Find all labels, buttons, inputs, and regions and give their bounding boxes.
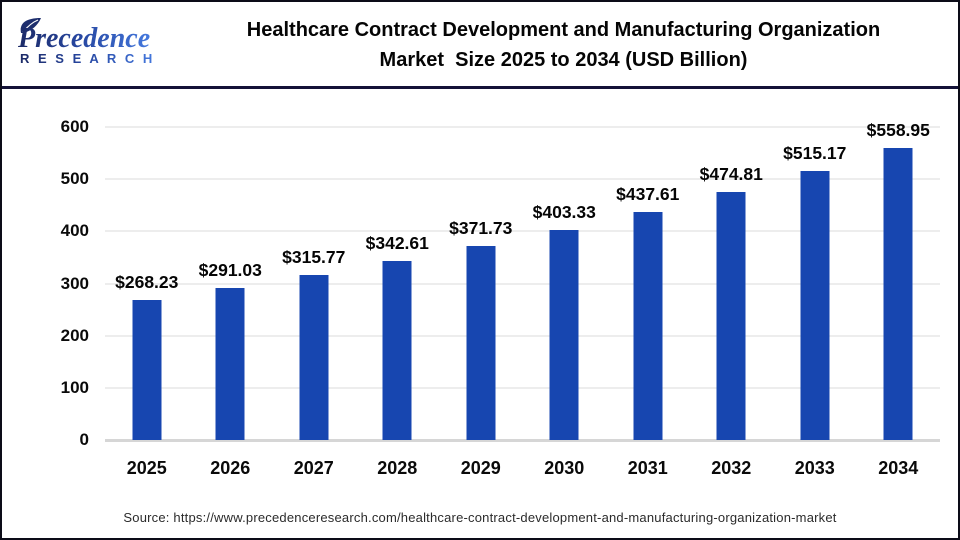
bar-value-label: $315.77	[282, 247, 346, 268]
logo-sub-text: R E S E A R C H	[20, 51, 155, 66]
x-tick-label: 2032	[711, 458, 752, 478]
x-tick-label: 2029	[460, 458, 501, 478]
bar-column: $558.95	[857, 120, 941, 440]
chart-area: $268.23 $291.03 $315.77 $342.61 $371.73 $403.…	[2, 89, 958, 538]
x-tick-label: 2026	[210, 458, 251, 478]
chart-title-line1: Healthcare Contract Development and Manu…	[246, 19, 881, 41]
x-tick-label: 2025	[126, 458, 167, 478]
source-text: Source: https://www.precedenceresearch.c…	[123, 510, 837, 525]
bar-value-label: $474.81	[699, 164, 763, 185]
bar	[549, 229, 579, 440]
bar-column: $342.61	[356, 127, 440, 440]
x-tick-label: 2033	[794, 458, 835, 478]
gridline	[105, 282, 940, 285]
precedence-research-logo: Precedence R E S E A R C H	[17, 16, 183, 73]
bar-value-label: $558.95	[866, 120, 930, 141]
bar-value-label: $291.03	[198, 260, 262, 281]
x-axis-baseline	[105, 439, 940, 442]
bar-column: $315.77	[272, 127, 356, 440]
logo-brand-text: Precedence	[18, 23, 150, 54]
bar-value-label: $342.61	[365, 233, 429, 254]
chart-title: Healthcare Contract Development and Manu…	[183, 13, 944, 75]
bar-value-label: $371.73	[449, 218, 513, 239]
gridline	[105, 386, 940, 389]
plot-area: $268.23 $291.03 $315.77 $342.61 $371.73 $403.…	[61, 117, 941, 449]
chart-title-line2: Market Size 2025 to 2034 (USD Billion)	[379, 49, 748, 71]
bar	[716, 192, 746, 440]
bar	[883, 148, 913, 440]
bar-column: $515.17	[773, 127, 857, 440]
bar	[132, 300, 162, 440]
gridline	[105, 230, 940, 233]
bar-value-label: $268.23	[115, 272, 179, 293]
bar	[466, 246, 496, 440]
y-tick-label: 500	[60, 169, 89, 189]
bar	[633, 211, 663, 440]
bar	[800, 171, 830, 440]
bar-column: $474.81	[690, 127, 774, 440]
header-divider	[2, 86, 958, 89]
bar-value-label: $515.17	[783, 143, 847, 164]
gridline	[105, 178, 940, 181]
header: Precedence R E S E A R C H Healthcare Co…	[2, 2, 958, 86]
y-tick-label: 100	[60, 377, 89, 397]
bar-column: $437.61	[606, 127, 690, 440]
x-axis-labels: 2025 2026 2027 2028 2029 2030 2031 2032 2033 2034	[105, 449, 940, 479]
x-tick-label: 2027	[293, 458, 334, 478]
bar-column: $371.73	[439, 127, 523, 440]
bar-value-label: $403.33	[532, 201, 596, 222]
bar-value-label: $437.61	[616, 183, 680, 204]
bar-column: $403.33	[523, 127, 607, 440]
x-tick-label: 2030	[544, 458, 585, 478]
y-tick-label: 0	[79, 430, 89, 449]
y-tick-label: 400	[60, 221, 89, 241]
bar	[382, 261, 412, 440]
gridline	[105, 334, 940, 337]
gridline	[105, 126, 940, 128]
x-tick-label: 2028	[377, 458, 418, 478]
bar	[215, 288, 245, 440]
y-tick-label: 600	[60, 117, 89, 136]
x-tick-label: 2034	[878, 458, 919, 478]
x-tick-label: 2031	[627, 458, 668, 478]
bar-column: $268.23	[105, 127, 189, 440]
y-tick-label: 300	[60, 273, 89, 293]
bar-column: $291.03	[189, 127, 273, 440]
y-tick-label: 200	[60, 325, 89, 345]
logo-graphic: Precedence R E S E A R C H	[17, 17, 155, 66]
bar	[299, 275, 329, 440]
bar-columns: $268.23 $291.03 $315.77 $342.61 $371.73 $403.…	[105, 120, 941, 440]
